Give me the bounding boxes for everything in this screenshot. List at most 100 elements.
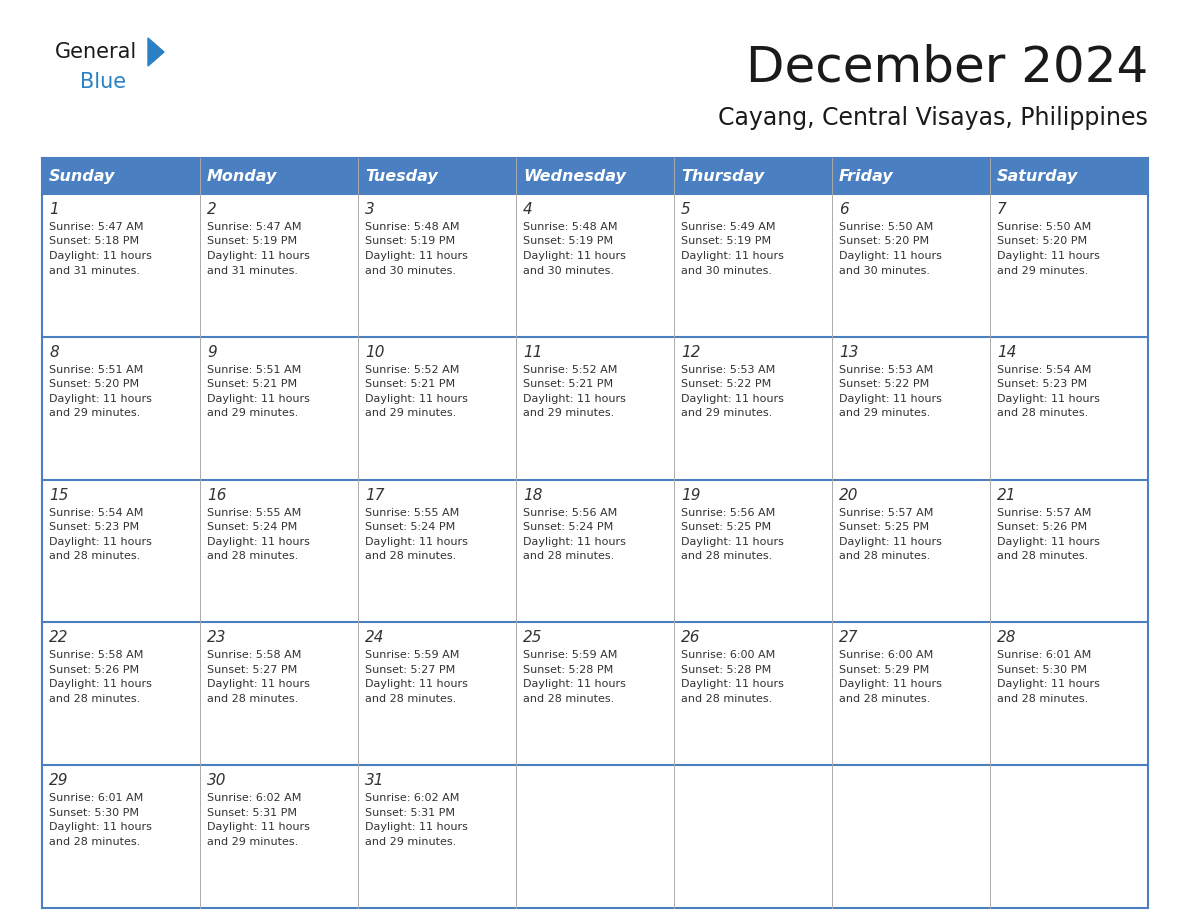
Text: Daylight: 11 hours: Daylight: 11 hours <box>49 251 152 261</box>
Bar <box>42 622 200 766</box>
Text: Sunrise: 5:58 AM: Sunrise: 5:58 AM <box>207 650 302 660</box>
Bar <box>990 337 1148 479</box>
Text: Daylight: 11 hours: Daylight: 11 hours <box>365 251 468 261</box>
Bar <box>674 194 832 337</box>
Text: 8: 8 <box>49 345 58 360</box>
Bar <box>832 766 990 908</box>
Bar <box>358 158 516 194</box>
Text: and 28 minutes.: and 28 minutes. <box>365 694 456 704</box>
Text: Daylight: 11 hours: Daylight: 11 hours <box>365 537 468 546</box>
Bar <box>200 766 358 908</box>
Bar <box>674 337 832 479</box>
Text: and 30 minutes.: and 30 minutes. <box>839 265 930 275</box>
Bar <box>200 479 358 622</box>
Text: 7: 7 <box>997 202 1006 217</box>
Bar <box>358 479 516 622</box>
Text: Daylight: 11 hours: Daylight: 11 hours <box>523 679 626 689</box>
Text: Sunset: 5:21 PM: Sunset: 5:21 PM <box>523 379 613 389</box>
Text: Saturday: Saturday <box>997 169 1079 184</box>
Text: and 31 minutes.: and 31 minutes. <box>207 265 298 275</box>
Bar <box>516 194 674 337</box>
Text: Sunrise: 5:50 AM: Sunrise: 5:50 AM <box>839 222 934 232</box>
Text: Sunset: 5:22 PM: Sunset: 5:22 PM <box>839 379 929 389</box>
Text: Sunrise: 5:59 AM: Sunrise: 5:59 AM <box>365 650 460 660</box>
Text: 13: 13 <box>839 345 859 360</box>
Text: Daylight: 11 hours: Daylight: 11 hours <box>997 251 1100 261</box>
Text: Daylight: 11 hours: Daylight: 11 hours <box>207 823 310 833</box>
Text: 12: 12 <box>681 345 701 360</box>
Text: 15: 15 <box>49 487 69 502</box>
Text: Sunset: 5:30 PM: Sunset: 5:30 PM <box>49 808 139 818</box>
Text: Sunset: 5:27 PM: Sunset: 5:27 PM <box>207 665 297 675</box>
Text: 17: 17 <box>365 487 385 502</box>
Bar <box>200 337 358 479</box>
Text: Sunrise: 5:49 AM: Sunrise: 5:49 AM <box>681 222 776 232</box>
Text: Daylight: 11 hours: Daylight: 11 hours <box>207 679 310 689</box>
Bar <box>674 158 832 194</box>
Text: Sunrise: 6:01 AM: Sunrise: 6:01 AM <box>997 650 1092 660</box>
Text: 4: 4 <box>523 202 532 217</box>
Text: Sunrise: 5:53 AM: Sunrise: 5:53 AM <box>839 364 934 375</box>
Text: Sunset: 5:21 PM: Sunset: 5:21 PM <box>207 379 297 389</box>
Text: Sunset: 5:24 PM: Sunset: 5:24 PM <box>523 522 613 532</box>
Bar <box>516 158 674 194</box>
Text: Sunset: 5:27 PM: Sunset: 5:27 PM <box>365 665 455 675</box>
Text: Sunset: 5:18 PM: Sunset: 5:18 PM <box>49 237 139 247</box>
Text: 18: 18 <box>523 487 543 502</box>
Text: and 29 minutes.: and 29 minutes. <box>365 409 456 419</box>
Bar <box>200 158 358 194</box>
Text: 2: 2 <box>207 202 216 217</box>
Text: and 28 minutes.: and 28 minutes. <box>681 551 772 561</box>
Text: and 28 minutes.: and 28 minutes. <box>839 551 930 561</box>
Text: Sunset: 5:23 PM: Sunset: 5:23 PM <box>997 379 1087 389</box>
Text: Sunrise: 5:48 AM: Sunrise: 5:48 AM <box>365 222 460 232</box>
Text: Cayang, Central Visayas, Philippines: Cayang, Central Visayas, Philippines <box>718 106 1148 130</box>
Text: Sunrise: 5:48 AM: Sunrise: 5:48 AM <box>523 222 618 232</box>
Text: Daylight: 11 hours: Daylight: 11 hours <box>207 394 310 404</box>
Text: Sunrise: 6:02 AM: Sunrise: 6:02 AM <box>207 793 302 803</box>
Polygon shape <box>148 38 164 66</box>
Text: Sunrise: 5:47 AM: Sunrise: 5:47 AM <box>49 222 144 232</box>
Text: Sunset: 5:30 PM: Sunset: 5:30 PM <box>997 665 1087 675</box>
Text: Daylight: 11 hours: Daylight: 11 hours <box>207 537 310 546</box>
Bar <box>42 479 200 622</box>
Text: Sunrise: 5:52 AM: Sunrise: 5:52 AM <box>365 364 460 375</box>
Text: Sunset: 5:29 PM: Sunset: 5:29 PM <box>839 665 929 675</box>
Text: Sunrise: 5:51 AM: Sunrise: 5:51 AM <box>49 364 144 375</box>
Text: Sunrise: 5:57 AM: Sunrise: 5:57 AM <box>839 508 934 518</box>
Text: Daylight: 11 hours: Daylight: 11 hours <box>523 251 626 261</box>
Text: 28: 28 <box>997 631 1017 645</box>
Text: 27: 27 <box>839 631 859 645</box>
Text: 6: 6 <box>839 202 848 217</box>
Text: Daylight: 11 hours: Daylight: 11 hours <box>681 537 784 546</box>
Text: Sunrise: 5:55 AM: Sunrise: 5:55 AM <box>365 508 460 518</box>
Text: 16: 16 <box>207 487 227 502</box>
Bar <box>832 194 990 337</box>
Text: and 30 minutes.: and 30 minutes. <box>523 265 614 275</box>
Text: Sunset: 5:25 PM: Sunset: 5:25 PM <box>839 522 929 532</box>
Text: Sunset: 5:19 PM: Sunset: 5:19 PM <box>365 237 455 247</box>
Text: Sunrise: 6:00 AM: Sunrise: 6:00 AM <box>681 650 776 660</box>
Bar <box>674 766 832 908</box>
Text: Sunrise: 5:56 AM: Sunrise: 5:56 AM <box>523 508 618 518</box>
Bar <box>674 479 832 622</box>
Text: Sunset: 5:23 PM: Sunset: 5:23 PM <box>49 522 139 532</box>
Bar <box>200 622 358 766</box>
Text: 23: 23 <box>207 631 227 645</box>
Text: Sunset: 5:22 PM: Sunset: 5:22 PM <box>681 379 771 389</box>
Bar <box>358 337 516 479</box>
Text: General: General <box>55 42 138 62</box>
Text: Sunrise: 5:52 AM: Sunrise: 5:52 AM <box>523 364 618 375</box>
Text: Sunset: 5:28 PM: Sunset: 5:28 PM <box>681 665 771 675</box>
Text: Sunset: 5:28 PM: Sunset: 5:28 PM <box>523 665 613 675</box>
Text: Daylight: 11 hours: Daylight: 11 hours <box>839 537 942 546</box>
Text: Sunrise: 5:47 AM: Sunrise: 5:47 AM <box>207 222 302 232</box>
Text: and 30 minutes.: and 30 minutes. <box>365 265 456 275</box>
Text: 9: 9 <box>207 345 216 360</box>
Text: Sunrise: 5:50 AM: Sunrise: 5:50 AM <box>997 222 1092 232</box>
Text: Daylight: 11 hours: Daylight: 11 hours <box>681 251 784 261</box>
Bar <box>516 337 674 479</box>
Bar <box>832 479 990 622</box>
Text: Daylight: 11 hours: Daylight: 11 hours <box>997 394 1100 404</box>
Text: Sunrise: 5:58 AM: Sunrise: 5:58 AM <box>49 650 144 660</box>
